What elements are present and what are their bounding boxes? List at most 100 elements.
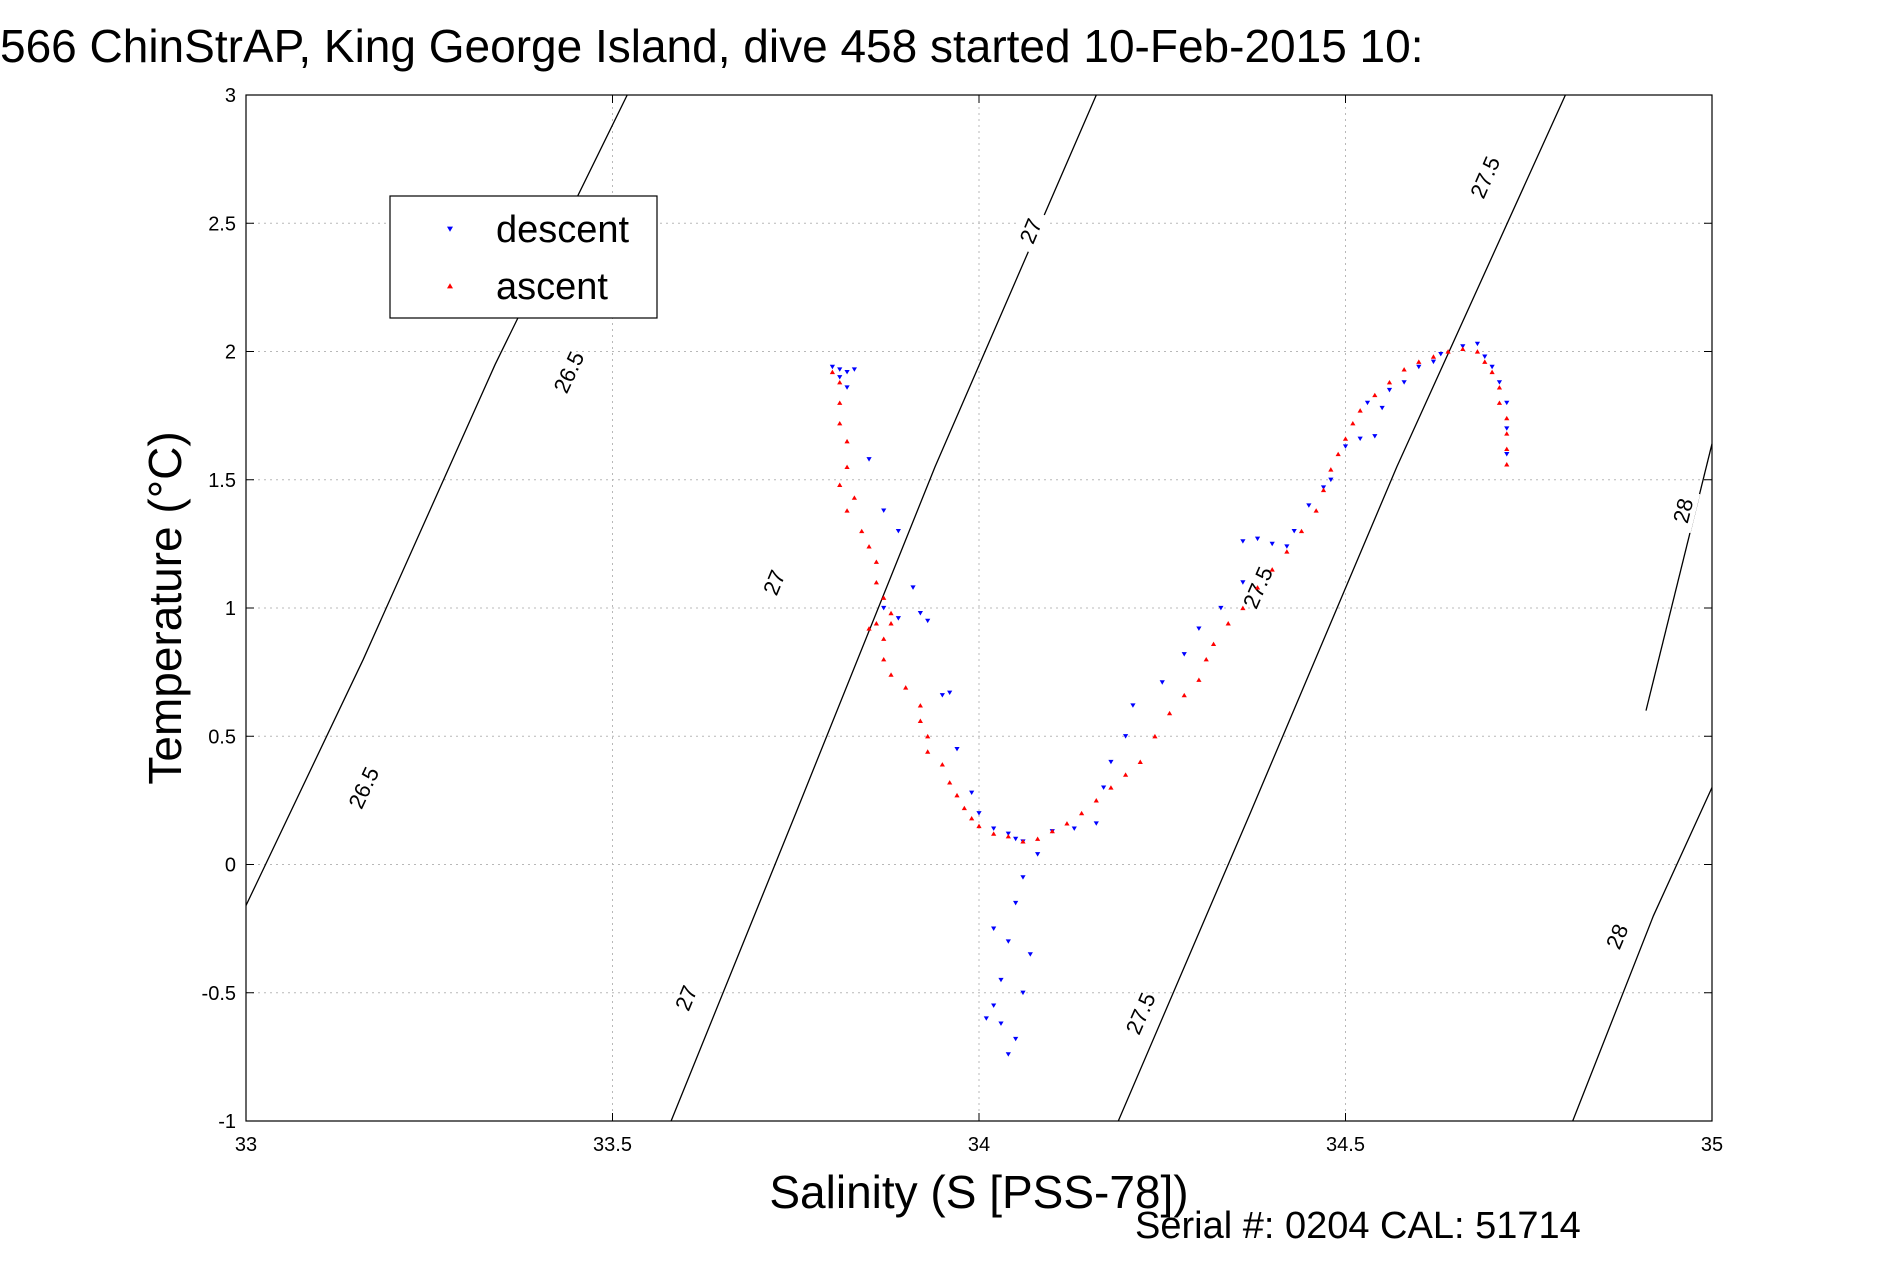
data-point-ascent: [976, 823, 982, 829]
axis-ticks: 33 33.5 34 34.5 35 -1 -0.5 0 0.5 1 1.5 2 2.5 3: [202, 85, 1724, 1156]
data-point-ascent: [881, 656, 887, 662]
data-point-descent: [1284, 544, 1290, 549]
data-point-descent: [1181, 652, 1187, 657]
data-point-ascent: [1166, 710, 1173, 716]
data-point-ascent: [1035, 836, 1041, 841]
data-point-ascent: [1386, 379, 1393, 385]
data-point-ascent: [1504, 446, 1510, 452]
x-tick-label: 33.5: [593, 1134, 632, 1156]
legend-label-descent: descent: [496, 209, 630, 251]
grid-layer: [246, 95, 1712, 1121]
data-point-ascent: [954, 792, 960, 798]
data-point-descent: [1328, 477, 1334, 483]
data-point-ascent: [1504, 415, 1510, 421]
data-point-descent: [1438, 351, 1444, 357]
data-point-ascent: [1504, 462, 1510, 467]
data-point-ascent: [837, 482, 843, 487]
data-point-descent: [1020, 875, 1026, 880]
data-point-ascent: [917, 703, 923, 708]
data-point-ascent: [1137, 759, 1143, 764]
contour-label-bg: [1464, 153, 1505, 201]
contour-label-bg: [1120, 989, 1161, 1037]
data-point-descent: [1027, 952, 1033, 957]
data-point-ascent: [888, 621, 894, 626]
data-point-ascent: [1298, 528, 1305, 534]
data-point-ascent: [1269, 567, 1275, 572]
data-point-ascent: [1445, 349, 1451, 354]
data-point-descent: [910, 585, 916, 590]
data-point-descent: [1254, 536, 1261, 542]
contour-label-bg: [1665, 487, 1701, 534]
data-point-descent: [1489, 364, 1495, 370]
data-series: [829, 341, 1510, 1057]
data-point-descent: [1159, 680, 1165, 685]
data-point-descent: [991, 826, 997, 831]
data-point-ascent: [1350, 420, 1356, 426]
data-point-ascent: [888, 610, 894, 616]
data-point-ascent: [1496, 400, 1503, 405]
contour-label-bg: [1010, 207, 1051, 255]
data-point-ascent: [1049, 828, 1055, 834]
data-point-ascent: [1079, 810, 1085, 816]
data-point-ascent: [1430, 354, 1437, 359]
data-point-ascent: [1108, 785, 1114, 790]
data-point-ascent: [888, 672, 894, 677]
data-point-descent: [829, 364, 835, 370]
data-point-ascent: [829, 369, 835, 375]
data-point-ascent: [859, 528, 865, 534]
data-point-descent: [1482, 354, 1488, 359]
y-axis-label: Temperature (°C): [139, 431, 191, 784]
data-point-descent: [837, 375, 843, 380]
series-ascent: [829, 346, 1510, 844]
y-tick-label: 2.5: [208, 213, 236, 235]
data-point-ascent: [1335, 451, 1341, 457]
data-point-descent: [1386, 387, 1393, 393]
data-point-ascent: [969, 815, 975, 821]
data-point-descent: [895, 528, 901, 534]
data-point-descent: [991, 1003, 997, 1008]
data-point-descent: [1269, 541, 1275, 547]
data-point-ascent: [1196, 677, 1202, 682]
data-point-descent: [1306, 503, 1312, 508]
data-point-ascent: [1152, 733, 1158, 739]
data-point-descent: [844, 385, 850, 390]
y-tick-label: -1: [218, 1111, 236, 1133]
contour-label: 27.5: [1465, 153, 1505, 202]
contour-label: 26.5: [549, 348, 590, 397]
data-point-descent: [1504, 452, 1510, 457]
data-point-ascent: [903, 685, 909, 690]
data-point-ascent: [991, 831, 997, 836]
data-point-descent: [1093, 821, 1099, 826]
data-point-ascent: [873, 580, 879, 585]
data-point-ascent: [1504, 431, 1510, 436]
contour-label-bg: [666, 974, 706, 1022]
data-point-descent: [947, 690, 953, 695]
data-point-descent: [917, 611, 923, 616]
data-point-descent: [1357, 436, 1363, 442]
data-point-descent: [998, 1021, 1004, 1026]
chart-title: 566 ChinStrAP, King George Island, dive …: [0, 20, 1424, 72]
data-point-descent: [895, 616, 901, 621]
y-tick-label: 1.5: [208, 470, 236, 492]
data-point-ascent: [1474, 349, 1481, 354]
data-point-ascent: [1496, 385, 1503, 390]
data-point-ascent: [1210, 641, 1217, 646]
data-point-descent: [1401, 380, 1407, 385]
x-tick-label: 34.5: [1326, 1134, 1365, 1156]
contour-label-bg: [1597, 912, 1637, 960]
contour-label-bg: [548, 348, 589, 396]
data-point-descent: [983, 1016, 989, 1021]
y-tick-label: 0.5: [208, 726, 236, 748]
data-point-descent: [1005, 939, 1011, 944]
data-point-descent: [1196, 626, 1202, 631]
data-point-descent: [1130, 703, 1136, 708]
data-point-ascent: [1342, 436, 1349, 441]
data-point-ascent: [1416, 359, 1422, 364]
data-point-descent: [1504, 400, 1510, 406]
data-point-descent: [844, 369, 850, 375]
density-contour-line: [1117, 94, 1566, 1122]
data-point-ascent: [866, 626, 872, 631]
data-point-ascent: [1093, 798, 1099, 803]
contour-label: 28: [1668, 496, 1698, 526]
